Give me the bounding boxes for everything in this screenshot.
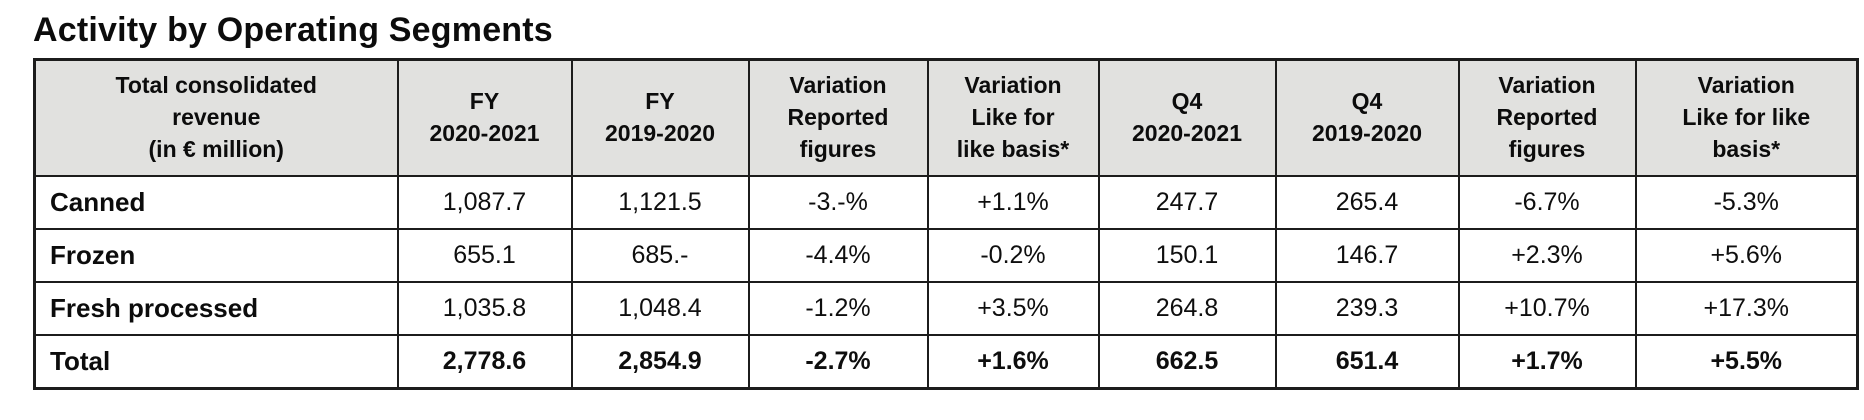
col-header-q4-2020-2021: Q4 2020-2021	[1097, 58, 1277, 177]
cell: +5.6%	[1634, 227, 1859, 283]
cell: 685.-	[570, 227, 750, 283]
cell: 651.4	[1274, 333, 1460, 390]
cell: -3.-%	[747, 174, 929, 230]
cell: 247.7	[1097, 174, 1277, 230]
cell: 239.3	[1274, 280, 1460, 336]
table-row-total: Total 2,778.6 2,854.9 -2.7% +1.6% 662.5 …	[33, 333, 1859, 390]
cell: -2.7%	[747, 333, 929, 390]
cell: 2,778.6	[396, 333, 573, 390]
table-row-fresh-processed: Fresh processed 1,035.8 1,048.4 -1.2% +3…	[33, 280, 1859, 336]
cell: -0.2%	[926, 227, 1100, 283]
header-row: Total consolidated revenue (in € million…	[33, 58, 1859, 177]
cell: 662.5	[1097, 333, 1277, 390]
col-header-variation-lfl-fy: Variation Like for like basis*	[926, 58, 1100, 177]
cell: 1,121.5	[570, 174, 750, 230]
cell: +5.5%	[1634, 333, 1859, 390]
cell: -5.3%	[1634, 174, 1859, 230]
cell: 264.8	[1097, 280, 1277, 336]
row-label: Canned	[33, 174, 399, 230]
cell: -1.2%	[747, 280, 929, 336]
col-header-variation-lfl-q4: Variation Like for like basis*	[1634, 58, 1859, 177]
cell: +1.1%	[926, 174, 1100, 230]
cell: 1,035.8	[396, 280, 573, 336]
row-label: Fresh processed	[33, 280, 399, 336]
cell: 1,087.7	[396, 174, 573, 230]
col-header-variation-reported-q4: Variation Reported figures	[1457, 58, 1637, 177]
row-label: Total	[33, 333, 399, 390]
cell: +10.7%	[1457, 280, 1637, 336]
cell: 655.1	[396, 227, 573, 283]
cell: 265.4	[1274, 174, 1460, 230]
cell: +1.6%	[926, 333, 1100, 390]
cell: -6.7%	[1457, 174, 1637, 230]
col-header-fy-2019-2020: FY 2019-2020	[570, 58, 750, 177]
col-header-q4-2019-2020: Q4 2019-2020	[1274, 58, 1460, 177]
cell: +3.5%	[926, 280, 1100, 336]
cell: 146.7	[1274, 227, 1460, 283]
operating-segments-table: Total consolidated revenue (in € million…	[33, 58, 1859, 390]
col-header-fy-2020-2021: FY 2020-2021	[396, 58, 573, 177]
cell: 2,854.9	[570, 333, 750, 390]
col-header-revenue: Total consolidated revenue (in € million…	[33, 58, 399, 177]
cell: 1,048.4	[570, 280, 750, 336]
cell: +17.3%	[1634, 280, 1859, 336]
cell: 150.1	[1097, 227, 1277, 283]
row-label: Frozen	[33, 227, 399, 283]
table-row-canned: Canned 1,087.7 1,121.5 -3.-% +1.1% 247.7…	[33, 174, 1859, 230]
cell: +2.3%	[1457, 227, 1637, 283]
table-row-frozen: Frozen 655.1 685.- -4.4% -0.2% 150.1 146…	[33, 227, 1859, 283]
cell: +1.7%	[1457, 333, 1637, 390]
page-title: Activity by Operating Segments	[33, 11, 553, 49]
cell: -4.4%	[747, 227, 929, 283]
col-header-variation-reported-fy: Variation Reported figures	[747, 58, 929, 177]
